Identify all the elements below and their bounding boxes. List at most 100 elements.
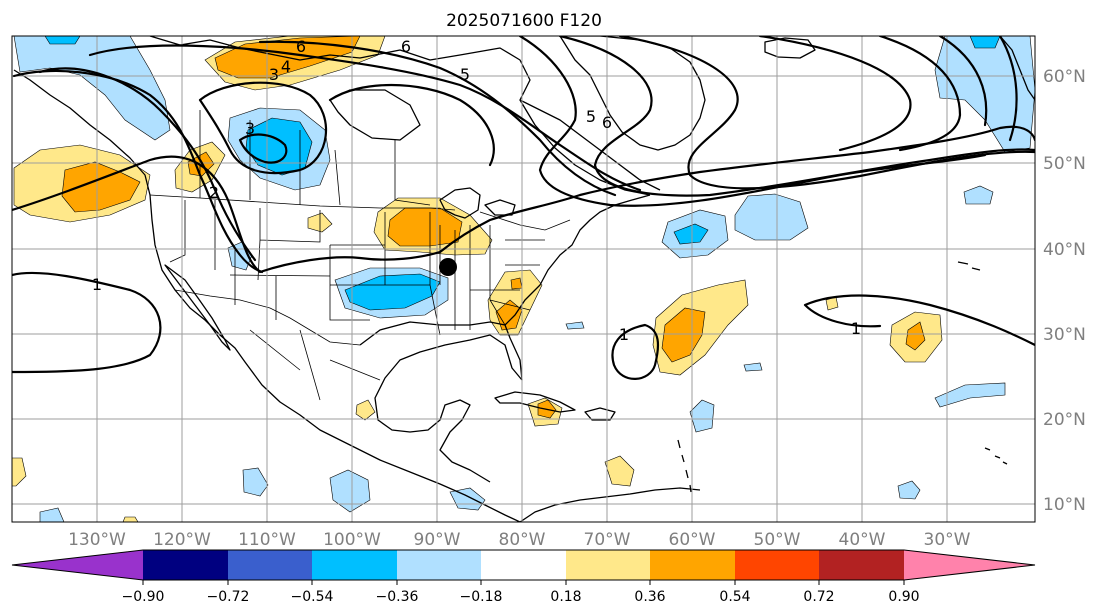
contour-line (878, 36, 962, 152)
lon-label: 60°W (669, 530, 716, 550)
colorbar-tick-label: 0.18 (550, 589, 581, 605)
lon-label: 110°W (238, 530, 296, 550)
contour-label: 6 (296, 37, 306, 56)
contour-line (611, 323, 660, 380)
colorbar-tick-label: 0.54 (719, 589, 750, 605)
lon-label: 130°W (68, 530, 126, 550)
contour-label: 3 (245, 119, 255, 138)
lon-label: 80°W (499, 530, 546, 550)
contour-line (618, 36, 1035, 190)
longitude-labels: 130°W 120°W 110°W 100°W 90°W 80°W 70°W 6… (68, 530, 971, 550)
light-blue-region (743, 362, 763, 372)
light-blue-region (734, 193, 809, 241)
light-blue-region (934, 382, 1006, 408)
colorbar-segment (312, 550, 397, 580)
light-blue-region (897, 480, 921, 500)
colorbar-tick-label: 0.36 (634, 589, 665, 605)
lon-label: 90°W (414, 530, 461, 550)
colorbar-tick-label: −0.72 (207, 589, 250, 605)
lat-label: 30°N (1043, 325, 1086, 345)
colorbar-segment (566, 550, 650, 580)
contour-line (12, 271, 162, 374)
contour-line (12, 125, 1035, 274)
lesser-antilles (677, 439, 692, 493)
yellow-region (355, 399, 376, 421)
contour-label: 2 (209, 183, 219, 202)
political-borders (149, 110, 571, 401)
contour-label: 1 (92, 275, 102, 294)
labrador-coast (519, 99, 651, 196)
colorbar-segment (735, 550, 819, 580)
contour-lines (12, 36, 1035, 380)
lat-label: 40°N (1043, 240, 1086, 260)
contour-line (258, 40, 617, 197)
south-america-coast (519, 487, 701, 522)
colorbar-tick-label: 0.90 (888, 589, 919, 605)
contour-line (12, 69, 264, 274)
map-frame (11, 35, 1036, 523)
canada-province-lines (199, 110, 431, 206)
blue-region (969, 36, 1001, 49)
contour-label: 6 (401, 37, 411, 56)
colorbar (11, 549, 1036, 585)
contour-line (88, 44, 642, 192)
lon-label: 30°W (924, 530, 971, 550)
colorbar-tick-labels: −0.90 −0.72 −0.54 −0.36 −0.18 0.18 0.36 … (122, 589, 920, 605)
great-lakes (439, 187, 516, 219)
contour-line (558, 36, 1035, 197)
mexico-state-lines (249, 329, 381, 401)
contour-line (998, 36, 1018, 142)
colorbar-segment (904, 550, 1035, 580)
contour-line (328, 83, 495, 167)
orange-region (61, 161, 141, 213)
graticule (12, 36, 1035, 522)
lon-label: 100°W (323, 530, 381, 550)
blue-region (44, 36, 81, 45)
canada-arctic-coast (149, 36, 661, 191)
colorbar-tick-label: −0.36 (376, 589, 419, 605)
colorbar-segment (650, 550, 735, 580)
colorbar-tick-label: −0.90 (122, 589, 165, 605)
yellow-region (122, 516, 139, 522)
orange-region (510, 277, 523, 290)
contour-label: 4 (281, 57, 291, 76)
contour-line (38, 67, 257, 262)
contour-label: 3 (269, 65, 279, 84)
orange-region (495, 299, 523, 331)
contour-line (238, 133, 288, 164)
yellow-region (604, 455, 635, 487)
coastlines (13, 36, 1035, 522)
map-title: 2025071600 F120 (446, 11, 602, 31)
light-blue-region (242, 467, 269, 497)
contour-line (198, 81, 328, 175)
us-mexico-border (174, 289, 361, 346)
lat-label: 10°N (1043, 495, 1086, 515)
light-blue-region (39, 507, 65, 522)
bermuda-azores (957, 261, 981, 271)
contour-label: 1 (851, 319, 861, 338)
contour-label: 6 (602, 113, 612, 132)
lon-label: 50°W (754, 530, 801, 550)
cape-verde (984, 447, 1008, 465)
contour-label: 5 (586, 107, 596, 126)
lat-label: 20°N (1043, 410, 1086, 430)
light-blue-region (565, 321, 585, 330)
colorbar-segment (397, 550, 481, 580)
light-blue-region (963, 185, 994, 205)
orange-region (905, 321, 926, 351)
location-marker (439, 258, 457, 276)
anomaly-fills (12, 36, 1035, 522)
light-blue-region (689, 399, 715, 433)
baja-california (164, 264, 231, 351)
light-blue-region (329, 469, 371, 513)
colorbar-segment (143, 550, 228, 580)
hudson-bay (329, 89, 421, 141)
contour-labels: 6 6 5 5 6 3 4 3 2 1 1 1 (92, 37, 861, 344)
lat-label: 60°N (1043, 67, 1086, 87)
lon-label: 120°W (153, 530, 211, 550)
colorbar-segment (819, 550, 904, 580)
lon-label: 40°W (839, 530, 886, 550)
contour-label: 5 (460, 65, 470, 84)
colorbar-tick-label: −0.18 (460, 589, 503, 605)
